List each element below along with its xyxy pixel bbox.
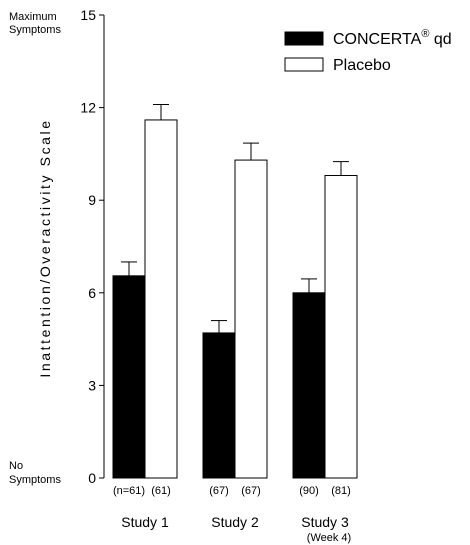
bar-placebo-study-3 bbox=[324, 175, 358, 479]
max-annotation-line1: Maximum bbox=[9, 11, 57, 23]
legend-superscript: ® bbox=[421, 28, 429, 40]
y-tick-label: 9 bbox=[88, 192, 96, 208]
y-tick-label: 15 bbox=[80, 7, 96, 23]
category-sublabel: (Week 4) bbox=[307, 532, 351, 544]
max-annotation-line2: Symptoms bbox=[9, 24, 61, 36]
legend-swatch-placebo bbox=[284, 57, 324, 72]
n-label: (61) bbox=[151, 485, 171, 497]
n-label: (81) bbox=[331, 485, 351, 497]
axes: 0 3 6 9 12 15 bbox=[80, 7, 105, 486]
legend-label-placebo: Placebo bbox=[333, 57, 391, 74]
n-label: (67) bbox=[241, 485, 261, 497]
y-tick-label: 3 bbox=[88, 377, 96, 393]
category-label: Study 3 bbox=[301, 514, 349, 530]
legend-label-concerta: CONCERTA® qd bbox=[333, 28, 452, 48]
bar-concerta-study-3 bbox=[292, 292, 326, 479]
y-tick-label: 12 bbox=[80, 100, 96, 116]
legend-series-name: Placebo bbox=[333, 57, 391, 74]
n-label: (90) bbox=[299, 485, 319, 497]
bar-placebo-study-1 bbox=[144, 119, 178, 479]
y-tick-label: 6 bbox=[88, 285, 96, 301]
bar-concerta-study-1 bbox=[112, 275, 146, 479]
legend-suffix: qd bbox=[429, 31, 451, 48]
y-tick-label: 0 bbox=[88, 470, 96, 486]
bar-concerta-study-2 bbox=[202, 332, 236, 479]
min-annotation-line2: Symptoms bbox=[9, 474, 61, 486]
bar-placebo-study-2 bbox=[234, 159, 268, 479]
legend-swatch-concerta bbox=[284, 31, 324, 46]
category-label: Study 1 bbox=[121, 514, 169, 530]
legend: CONCERTA® qd Placebo bbox=[284, 28, 452, 74]
bars bbox=[112, 104, 358, 479]
labels: MaximumSymptomsNoSymptomsInattention/Ove… bbox=[9, 11, 351, 544]
n-label: (67) bbox=[209, 485, 229, 497]
min-annotation-line1: No bbox=[9, 460, 23, 472]
category-label: Study 2 bbox=[211, 514, 259, 530]
legend-series-name: CONCERTA bbox=[333, 31, 422, 48]
y-axis-title: Inattention/Overactivity Scale bbox=[37, 118, 53, 377]
n-label: (n=61) bbox=[113, 485, 145, 497]
